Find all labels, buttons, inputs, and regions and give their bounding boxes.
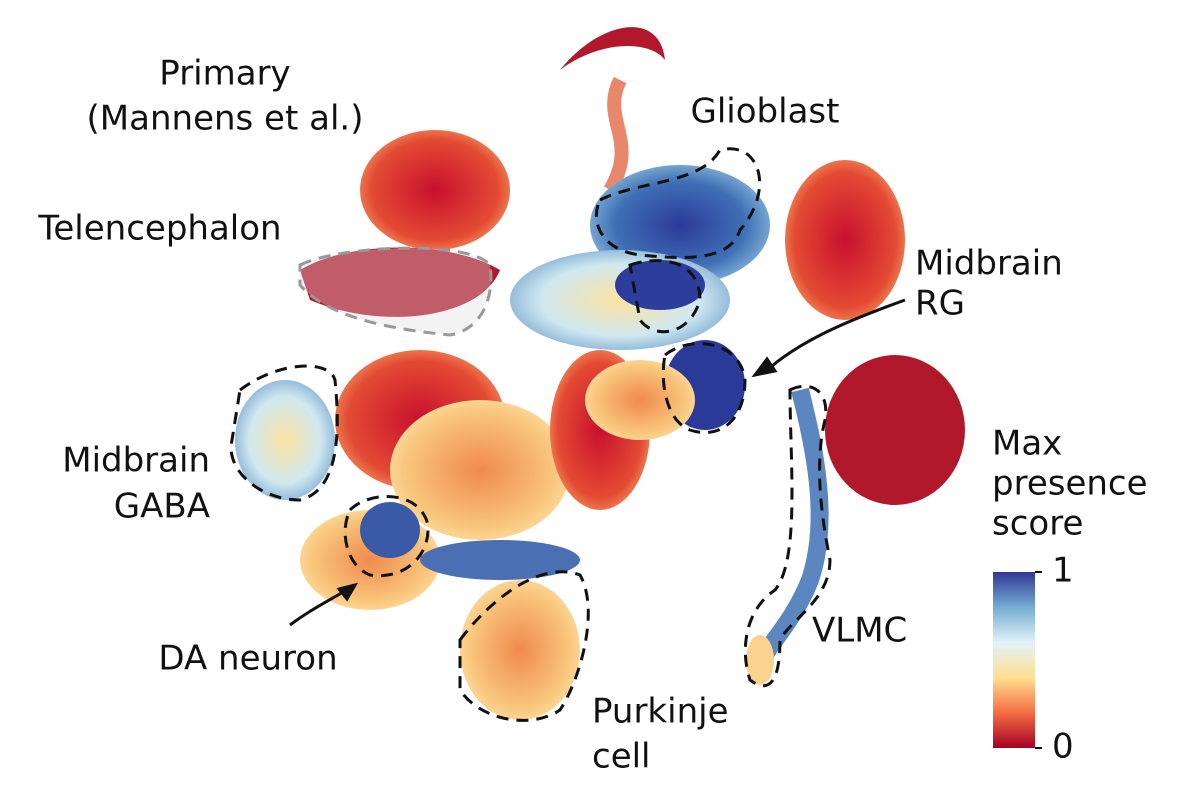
colorbar-title: Max: [992, 424, 1062, 464]
arrows: [289, 298, 906, 627]
annotation: RG: [915, 284, 965, 324]
annotation: Telencephalon: [37, 209, 281, 249]
annotation: Primary: [159, 54, 290, 94]
annotation: VLMC: [812, 611, 907, 651]
colorbar: [993, 572, 1035, 748]
annotation: DA neuron: [158, 639, 337, 679]
annotation: Purkinje: [592, 692, 728, 732]
colorbar-title: presence: [992, 464, 1148, 504]
colorbar-title: score: [992, 504, 1083, 544]
cluster-outlines: [229, 147, 832, 722]
annotation: GABA: [114, 487, 210, 527]
colorbar-tick-label: 1: [1052, 551, 1074, 591]
annotation: cell: [592, 737, 651, 777]
annotation: Midbrain: [62, 441, 210, 481]
annotation: Glioblast: [691, 92, 840, 132]
colorbar-tick-label: 0: [1052, 727, 1074, 767]
annotation: (Mannens et al.): [87, 99, 364, 139]
annotation: Midbrain: [915, 244, 1063, 284]
umap-cloud: [235, 27, 965, 720]
